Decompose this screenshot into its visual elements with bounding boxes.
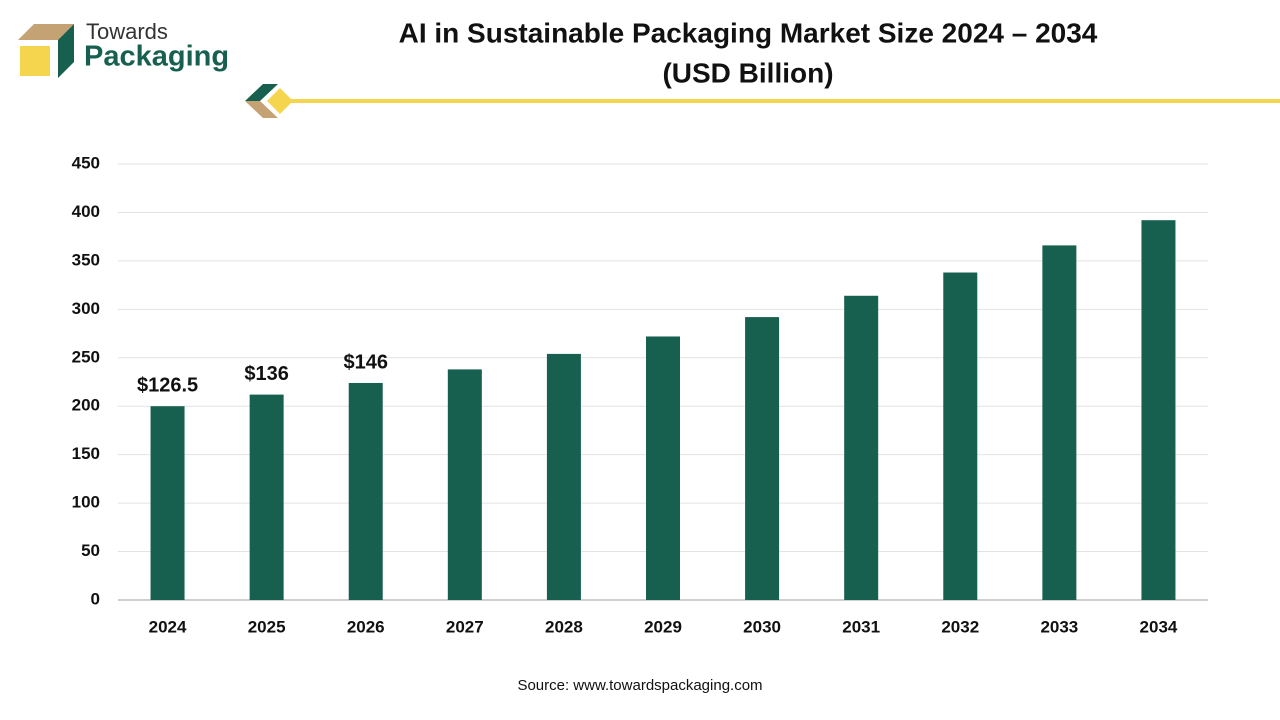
bar xyxy=(1141,220,1176,600)
x-tick-label: 2034 xyxy=(1140,617,1178,636)
chart-subtitle: (USD Billion) xyxy=(662,57,833,88)
y-tick-label: 50 xyxy=(81,541,100,560)
accent-shape xyxy=(245,101,278,118)
bar xyxy=(844,295,879,600)
x-tick-label: 2028 xyxy=(545,617,583,636)
brand-line1: Towards xyxy=(86,19,168,44)
y-tick-label: 350 xyxy=(72,250,100,269)
x-tick-label: 2025 xyxy=(248,617,286,636)
accent-shape xyxy=(245,84,278,101)
bar xyxy=(745,317,780,600)
bar xyxy=(348,382,383,600)
x-tick-label: 2031 xyxy=(842,617,880,636)
x-tick-label: 2033 xyxy=(1040,617,1078,636)
logo-square xyxy=(20,46,50,76)
chart-title: AI in Sustainable Packaging Market Size … xyxy=(399,17,1098,48)
bar xyxy=(943,272,978,600)
bar xyxy=(546,353,581,600)
title-decoration xyxy=(245,84,1280,118)
y-tick-label: 100 xyxy=(72,493,100,512)
bar xyxy=(447,369,482,600)
bar xyxy=(646,336,680,600)
logo: Towards Packaging xyxy=(18,19,229,78)
y-tick-label: 150 xyxy=(72,444,100,463)
y-tick-label: 450 xyxy=(72,153,100,172)
x-tick-label: 2027 xyxy=(446,617,484,636)
source: Source: www.towardspackaging.com xyxy=(517,677,762,694)
annotation: $136 xyxy=(244,363,289,385)
annotation: $146 xyxy=(343,351,388,373)
bar xyxy=(150,406,185,600)
x-tick-label: 2029 xyxy=(644,617,682,636)
x-tick-label: 2030 xyxy=(743,617,781,636)
y-tick-label: 200 xyxy=(72,396,100,415)
x-tick-label: 2026 xyxy=(347,617,385,636)
annotation: $126.5 xyxy=(137,375,198,397)
bar xyxy=(1042,245,1077,601)
y-tick-label: 400 xyxy=(72,202,100,221)
logo-box-top xyxy=(18,24,74,40)
logo-box-side xyxy=(58,24,74,78)
y-tick-label: 250 xyxy=(72,347,100,366)
x-tick-label: 2024 xyxy=(149,617,187,636)
y-tick-label: 300 xyxy=(72,299,100,318)
x-tick-label: 2032 xyxy=(941,617,979,636)
bar xyxy=(249,394,284,600)
brand-line2: Packaging xyxy=(84,41,229,73)
accent-diamond xyxy=(267,88,293,114)
y-tick-label: 0 xyxy=(91,589,100,608)
